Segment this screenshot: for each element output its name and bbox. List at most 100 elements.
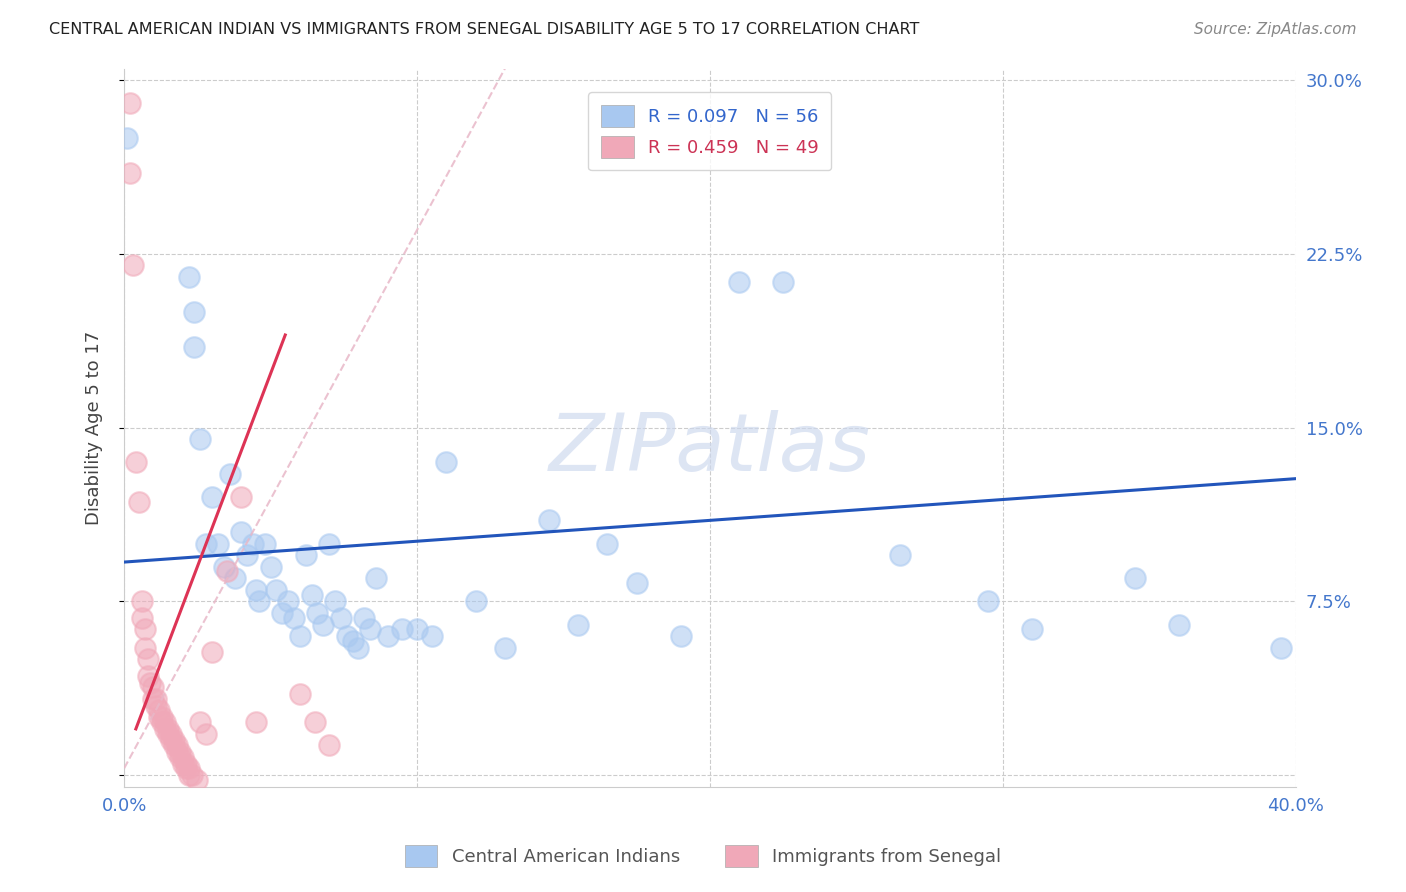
Point <box>163 733 186 747</box>
Point <box>271 606 294 620</box>
Point <box>977 594 1000 608</box>
Point <box>153 722 176 736</box>
Point <box>253 536 276 550</box>
Point <box>364 571 387 585</box>
Point <box>318 738 340 752</box>
Point <box>1167 617 1189 632</box>
Point <box>596 536 619 550</box>
Point <box>212 559 235 574</box>
Point <box>163 738 186 752</box>
Point <box>150 714 173 729</box>
Point <box>301 587 323 601</box>
Point <box>134 622 156 636</box>
Point <box>131 610 153 624</box>
Point <box>245 582 267 597</box>
Point <box>157 726 180 740</box>
Point <box>207 536 229 550</box>
Point <box>242 536 264 550</box>
Point <box>377 629 399 643</box>
Point <box>420 629 443 643</box>
Point <box>136 668 159 682</box>
Point <box>329 610 352 624</box>
Point <box>148 710 170 724</box>
Point <box>266 582 288 597</box>
Point <box>150 710 173 724</box>
Text: Source: ZipAtlas.com: Source: ZipAtlas.com <box>1194 22 1357 37</box>
Point <box>312 617 335 632</box>
Point <box>391 622 413 636</box>
Legend: Central American Indians, Immigrants from Senegal: Central American Indians, Immigrants fro… <box>398 838 1008 874</box>
Point <box>145 691 167 706</box>
Point <box>245 714 267 729</box>
Point <box>169 749 191 764</box>
Point <box>183 305 205 319</box>
Point <box>231 524 253 539</box>
Point <box>1021 622 1043 636</box>
Point <box>318 536 340 550</box>
Point <box>122 259 145 273</box>
Point <box>180 768 202 782</box>
Point <box>772 275 794 289</box>
Point <box>288 687 311 701</box>
Point <box>115 131 138 145</box>
Point <box>247 594 270 608</box>
Point <box>142 680 165 694</box>
Point <box>160 726 183 740</box>
Point <box>669 629 692 643</box>
Point <box>148 703 170 717</box>
Point <box>323 594 346 608</box>
Point <box>288 629 311 643</box>
Point <box>186 772 208 787</box>
Point <box>464 594 486 608</box>
Point <box>353 610 375 624</box>
Point <box>1270 640 1292 655</box>
Point <box>201 490 224 504</box>
Point <box>889 548 911 562</box>
Point <box>626 576 648 591</box>
Point <box>153 714 176 729</box>
Point <box>434 455 457 469</box>
Point <box>195 536 218 550</box>
Point <box>1123 571 1146 585</box>
Point <box>567 617 589 632</box>
Point <box>294 548 316 562</box>
Point <box>166 738 188 752</box>
Point <box>342 633 364 648</box>
Point <box>494 640 516 655</box>
Legend: R = 0.097   N = 56, R = 0.459   N = 49: R = 0.097 N = 56, R = 0.459 N = 49 <box>589 92 831 170</box>
Point <box>347 640 370 655</box>
Point <box>125 455 148 469</box>
Point <box>118 96 141 111</box>
Point <box>188 714 211 729</box>
Y-axis label: Disability Age 5 to 17: Disability Age 5 to 17 <box>86 331 103 524</box>
Point <box>172 756 194 771</box>
Point <box>142 691 165 706</box>
Point <box>359 622 381 636</box>
Point <box>174 756 197 771</box>
Text: CENTRAL AMERICAN INDIAN VS IMMIGRANTS FROM SENEGAL DISABILITY AGE 5 TO 17 CORREL: CENTRAL AMERICAN INDIAN VS IMMIGRANTS FR… <box>49 22 920 37</box>
Point <box>224 571 246 585</box>
Point <box>188 432 211 446</box>
Point <box>169 745 191 759</box>
Point <box>177 761 200 775</box>
Point <box>177 768 200 782</box>
Point <box>136 652 159 666</box>
Point <box>236 548 259 562</box>
Point <box>406 622 429 636</box>
Point <box>195 726 218 740</box>
Point <box>131 594 153 608</box>
Point <box>145 698 167 713</box>
Text: ZIPatlas: ZIPatlas <box>548 410 872 488</box>
Point <box>201 645 224 659</box>
Point <box>304 714 326 729</box>
Point <box>174 761 197 775</box>
Point <box>259 559 281 574</box>
Point <box>128 495 150 509</box>
Point <box>728 275 751 289</box>
Point <box>172 749 194 764</box>
Point <box>277 594 299 608</box>
Point <box>177 270 200 285</box>
Point <box>118 166 141 180</box>
Point <box>183 340 205 354</box>
Point <box>537 513 560 527</box>
